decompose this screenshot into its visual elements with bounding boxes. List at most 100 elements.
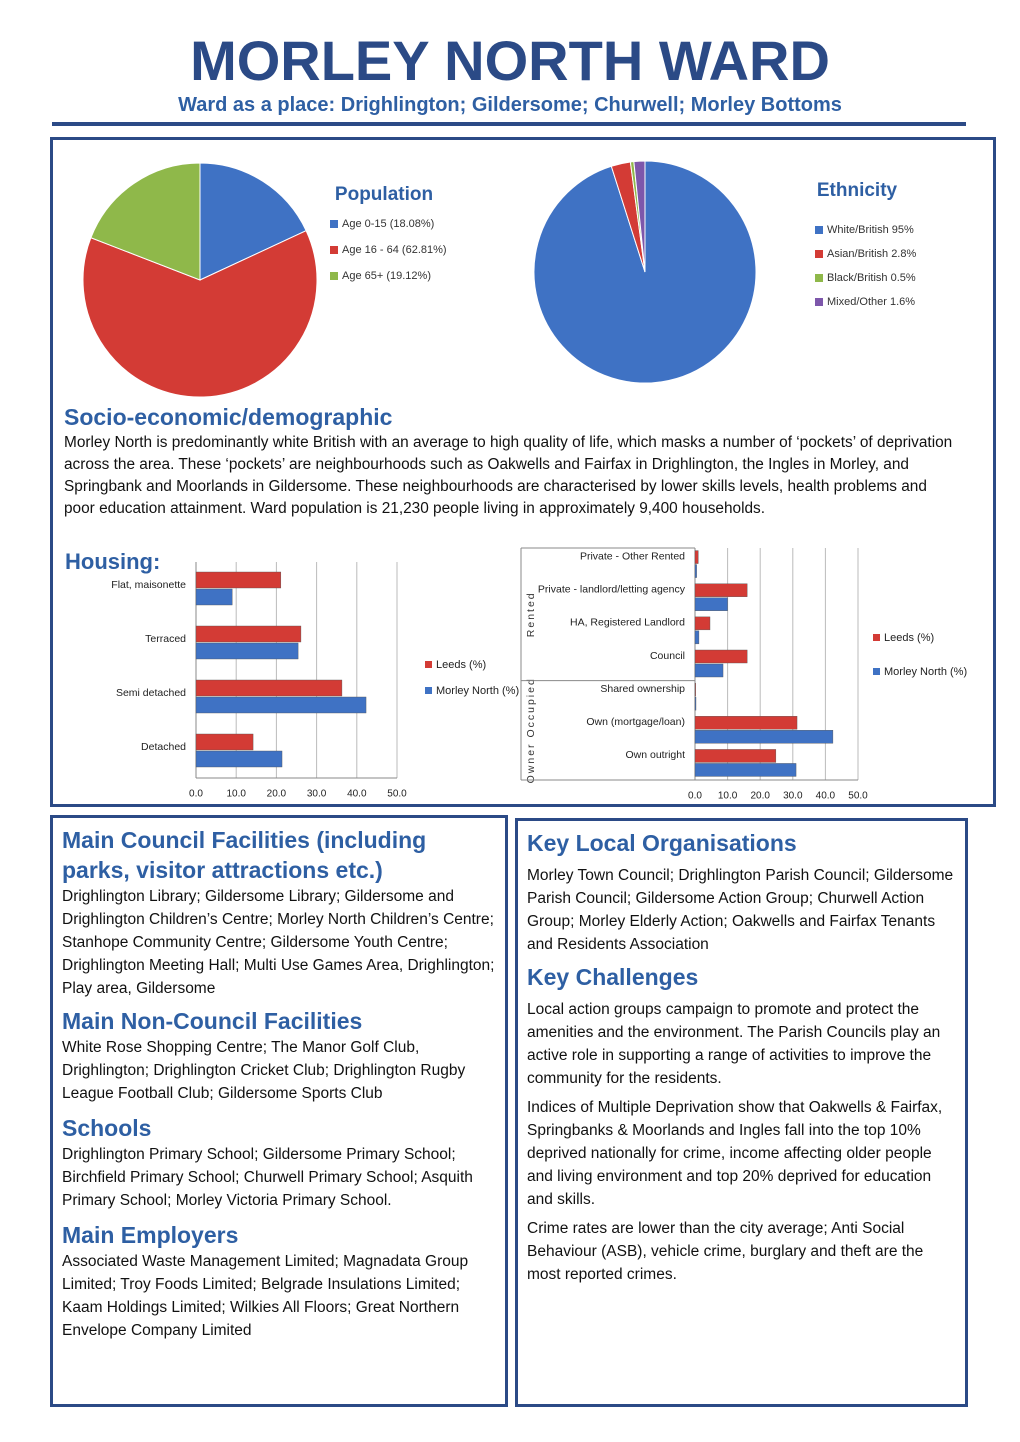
chart-title: Housing:	[65, 549, 160, 574]
legend-label: Mixed/Other 1.6%	[827, 296, 915, 308]
section-heading: Key Challenges	[527, 964, 699, 990]
section-heading: Key Local Organisations	[527, 830, 797, 856]
x-tick-label: 10.0	[718, 791, 738, 802]
bar	[195, 679, 343, 697]
x-tick-label: 30.0	[783, 791, 803, 802]
legend-swatch	[815, 274, 823, 282]
bar	[694, 716, 798, 730]
legend-swatch	[873, 634, 880, 641]
y-tick-label: Own (mortgage/loan)	[586, 716, 685, 728]
legend-label: Morley North (%)	[436, 685, 519, 697]
section-heading: Schools	[62, 1115, 152, 1141]
section-heading: Main Non-Council Facilities	[62, 1008, 363, 1034]
legend-swatch	[815, 298, 823, 306]
bar	[694, 550, 699, 564]
bar	[694, 763, 797, 777]
section-heading: Main Employers	[62, 1222, 239, 1248]
charts-panel	[50, 137, 996, 807]
header-rule	[52, 122, 966, 126]
group-label: Owner Occupied	[525, 677, 537, 783]
x-tick-label: 30.0	[307, 789, 327, 800]
legend-swatch	[815, 226, 823, 234]
y-tick-label: Shared ownership	[600, 683, 685, 695]
legend-swatch	[873, 668, 880, 675]
charts: Age 0-15 (18.08%) Age 16 - 64 (62.81%) Age…	[65, 160, 967, 802]
bar	[195, 696, 367, 714]
y-tick-label: Private - Other Rented	[580, 550, 685, 562]
section-body: Crime rates are lower than the city aver…	[527, 1220, 924, 1283]
x-tick-label: 0.0	[688, 791, 702, 802]
bar	[694, 696, 697, 711]
legend-label: Leeds (%)	[436, 659, 486, 671]
x-tick-label: 50.0	[387, 789, 407, 800]
legend-label: White/British 95%	[827, 224, 914, 236]
y-tick-label: Semi detached	[116, 687, 186, 699]
section-body: Morley North is predominantly white Brit…	[64, 434, 953, 517]
x-tick-label: 40.0	[816, 791, 836, 802]
y-tick-label: HA, Registered Landlord	[570, 617, 685, 629]
section-heading: Main Council Facilities (including parks…	[62, 827, 427, 883]
legend-swatch	[425, 687, 432, 694]
pie-slice	[633, 160, 646, 273]
section-body: Drighlington Library; Gildersome Library…	[62, 888, 495, 997]
pie-slice	[82, 230, 318, 398]
bar	[694, 597, 728, 611]
bar	[694, 682, 696, 697]
section-body: Drighlington Primary School; Gildersome …	[62, 1146, 473, 1209]
y-tick-label: Detached	[141, 741, 186, 753]
x-tick-label: 20.0	[267, 789, 287, 800]
y-tick-label: Terraced	[145, 633, 186, 645]
bar	[694, 749, 777, 763]
legend-label: Asian/British 2.8%	[827, 248, 916, 260]
socio-section: Socio-economic/demographic Morley North …	[64, 402, 954, 520]
bar	[195, 571, 282, 589]
x-tick-label: 0.0	[189, 789, 203, 800]
bar	[195, 750, 283, 768]
legend-label: Age 16 - 64 (62.81%)	[342, 244, 447, 256]
bar	[694, 630, 700, 645]
group-label: Rented	[525, 591, 537, 637]
section-body: Morley Town Council; Drighlington Parish…	[527, 867, 954, 953]
x-tick-label: 50.0	[848, 791, 868, 802]
section-body: Local action groups campaign to promote …	[527, 1001, 941, 1087]
right-panel: Key Local Organisations Morley Town Coun…	[515, 818, 968, 1407]
page-title: MORLEY NORTH WARD	[190, 29, 830, 92]
x-tick-label: 40.0	[347, 789, 367, 800]
bar	[195, 642, 299, 660]
section-body: Indices of Multiple Deprivation show tha…	[527, 1099, 943, 1208]
legend-swatch	[815, 250, 823, 258]
legend-swatch	[330, 220, 338, 228]
bar	[694, 564, 697, 578]
bar	[694, 649, 748, 664]
legend-swatch	[425, 661, 432, 668]
bar	[694, 663, 724, 678]
left-panel: Main Council Facilities (including parks…	[50, 815, 508, 1407]
y-tick-label: Council	[650, 650, 685, 662]
y-tick-label: Own outright	[625, 749, 685, 761]
x-tick-label: 10.0	[226, 789, 246, 800]
section-heading: Socio-economic/demographic	[64, 404, 393, 430]
legend-label: Age 65+ (19.12%)	[342, 270, 431, 282]
bar	[195, 625, 302, 643]
y-tick-label: Private - landlord/letting agency	[538, 583, 686, 595]
pie-slice	[199, 162, 307, 281]
legend-label: Age 0-15 (18.08%)	[342, 218, 434, 230]
bar	[694, 730, 834, 744]
chart-title: Population	[335, 184, 433, 205]
x-tick-label: 20.0	[750, 791, 770, 802]
chart-title: Ethnicity	[817, 180, 898, 201]
legend-swatch	[330, 272, 338, 280]
section-body: White Rose Shopping Centre; The Manor Go…	[62, 1039, 466, 1102]
legend-label: Black/British 0.5%	[827, 272, 916, 284]
legend-label: Morley North (%)	[884, 666, 967, 678]
section-body: Associated Waste Management Limited; Mag…	[62, 1253, 469, 1339]
bar	[694, 583, 748, 597]
bar	[195, 588, 233, 606]
y-tick-label: Flat, maisonette	[111, 579, 186, 591]
bar	[694, 616, 711, 631]
bar	[195, 733, 254, 751]
legend-label: Leeds (%)	[884, 632, 934, 644]
legend-swatch	[330, 246, 338, 254]
page-subtitle: Ward as a place: Drighlington; Gildersom…	[178, 94, 842, 116]
